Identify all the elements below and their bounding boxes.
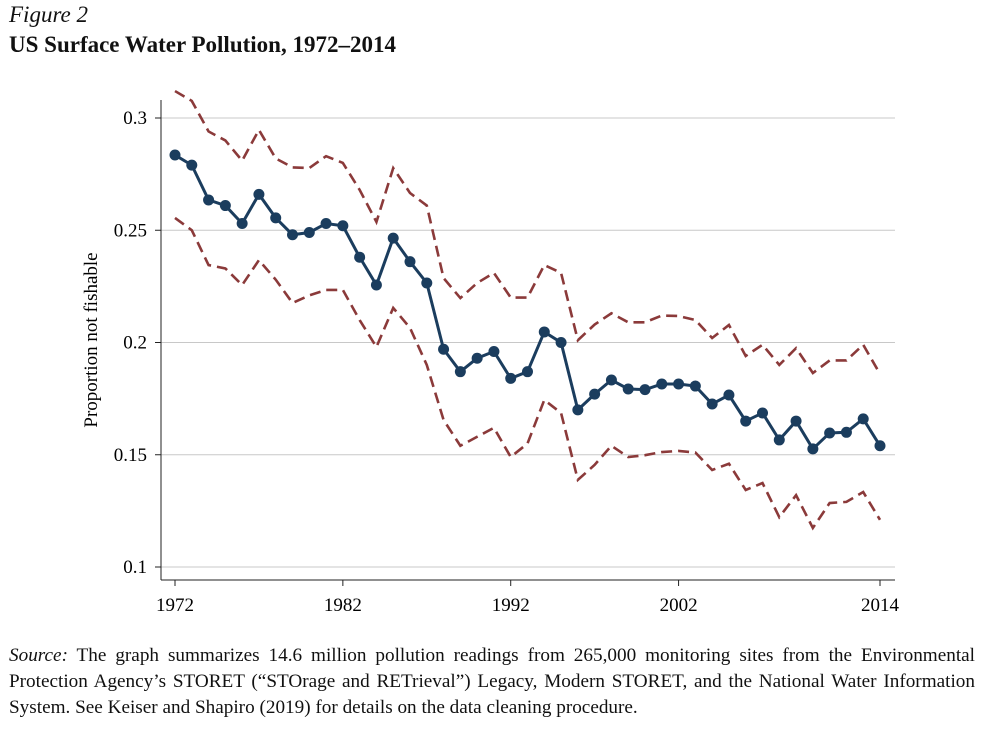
data-point [404,256,416,268]
source-text: The graph summarizes 14.6 million pollut… [9,645,975,718]
data-point [471,352,483,364]
data-point [790,415,802,427]
data-point [589,388,601,400]
lower-bound-line [174,216,882,531]
data-point [605,374,617,386]
data-point [320,218,332,230]
x-tick-label: 1992 [492,595,530,616]
y-tick-label: 0.2 [123,333,147,354]
y-tick-label: 0.3 [123,108,147,129]
data-point [337,220,349,232]
data-point [387,232,399,244]
x-tick-label: 1972 [156,595,194,616]
data-point [354,251,366,263]
data-point [840,426,852,438]
data-point [639,384,651,396]
data-point [253,188,265,200]
data-point [857,413,869,425]
data-point [203,194,215,206]
y-tick-label: 0.15 [114,445,147,466]
data-point [723,389,735,401]
data-point [454,366,466,378]
data-point [572,404,584,416]
data-point [824,427,836,439]
data-point [538,326,550,338]
data-point [505,372,517,384]
data-point [522,366,533,378]
data-point [219,200,231,212]
data-point [622,383,634,395]
figure-label: Figure 2 [9,2,88,27]
data-point [874,440,886,452]
y-axis-label: Proportion not fishable [81,252,102,427]
source-label: Source: [9,645,68,666]
data-point [270,212,282,224]
data-point [656,378,668,390]
data-point [236,218,248,230]
y-tick-label: 0.1 [123,557,147,578]
x-tick-label: 1982 [324,595,362,616]
data-point [706,398,718,410]
data-point [555,337,567,348]
data-point [287,229,298,241]
x-tick-label: 2014 [861,595,900,616]
data-point [186,159,198,171]
upper-bound-line [174,89,882,375]
data-point [673,378,685,390]
data-point [370,279,382,291]
source-note: Source: The graph summarizes 14.6 millio… [9,643,975,721]
data-point [421,277,433,289]
chart: 0.1 0.15 0.2 0.25 0.3 1972 1982 1992 2002 2014 Pr… [81,89,900,616]
data-point [169,149,181,161]
data-point [807,443,819,455]
chart-title: US Surface Water Pollution, 1972–2014 [9,32,396,57]
estimate-line [174,153,882,452]
data-point [757,407,768,419]
data-point [689,380,701,392]
data-point [740,415,752,427]
x-tick-label: 2002 [660,595,698,616]
data-point [438,343,450,355]
data-point [773,434,785,446]
y-tick-label: 0.25 [114,220,147,241]
data-point [488,345,500,357]
data-point [303,226,315,238]
